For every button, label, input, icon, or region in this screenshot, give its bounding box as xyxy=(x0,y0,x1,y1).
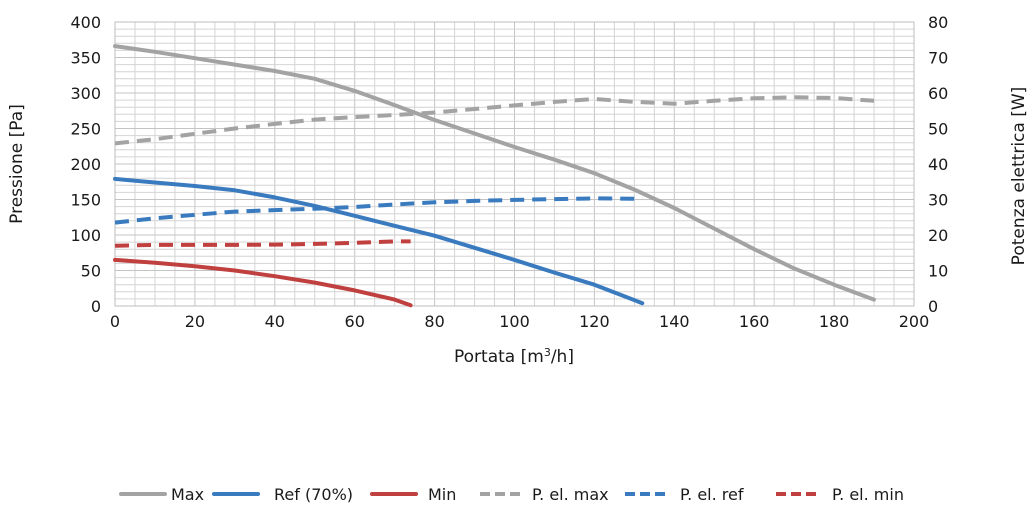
y2-axis-title: Potenza elettrica [W] xyxy=(1009,87,1029,266)
y2-tick-label: 70 xyxy=(928,49,948,68)
y2-axis-ticks: 0 10 20 30 40 50 60 70 80 xyxy=(928,13,948,316)
series-line-max xyxy=(113,44,876,302)
series-line-min xyxy=(113,257,413,308)
y-tick-label: 150 xyxy=(70,191,101,210)
y-tick-label: 50 xyxy=(81,262,101,281)
y-tick-label: 200 xyxy=(70,155,101,174)
y-tick-label: 250 xyxy=(70,120,101,139)
x-tick-label: 100 xyxy=(499,312,530,331)
y2-tick-label: 0 xyxy=(928,297,938,316)
x-tick-label: 120 xyxy=(579,312,610,331)
legend-label: P. el. max xyxy=(532,485,609,504)
x-axis-title: Portata [m3/h] xyxy=(454,346,574,367)
series-line-p-el-min xyxy=(114,239,411,248)
legend-label: P. el. min xyxy=(832,485,904,504)
series-layer xyxy=(113,44,876,308)
x-tick-label: 80 xyxy=(424,312,444,331)
y-axis-title: Pressione [Pa] xyxy=(7,104,27,224)
y-tick-label: 300 xyxy=(70,84,101,103)
legend: Max Ref (70%) Min P. el. max P. el. ref P. el… xyxy=(119,485,904,504)
y2-tick-label: 80 xyxy=(928,13,948,32)
y-tick-label: 350 xyxy=(70,49,101,68)
y2-tick-label: 40 xyxy=(928,155,948,174)
legend-label: P. el. ref xyxy=(680,485,744,504)
y2-tick-label: 50 xyxy=(928,120,948,139)
y2-tick-label: 20 xyxy=(928,226,948,245)
legend-label: Max xyxy=(171,485,204,504)
grid xyxy=(114,21,915,307)
y2-tick-label: 10 xyxy=(928,262,948,281)
x-tick-label: 60 xyxy=(345,312,365,331)
x-tick-label: 20 xyxy=(185,312,205,331)
x-axis-ticks: 0 20 40 60 80 100 120 140 160 180 200 xyxy=(110,312,929,331)
y-tick-label: 400 xyxy=(70,13,101,32)
legend-label: Min xyxy=(428,485,456,504)
legend-label: Ref (70%) xyxy=(274,485,353,504)
x-tick-label: 40 xyxy=(265,312,285,331)
x-tick-label: 200 xyxy=(899,312,930,331)
x-tick-label: 180 xyxy=(819,312,850,331)
plot-frame xyxy=(114,21,915,307)
y2-tick-label: 60 xyxy=(928,84,948,103)
series-line-p-el-ref xyxy=(114,196,643,225)
x-tick-label: 160 xyxy=(739,312,770,331)
y2-tick-label: 30 xyxy=(928,191,948,210)
x-tick-label: 0 xyxy=(110,312,120,331)
x-tick-label: 140 xyxy=(659,312,690,331)
y-axis-ticks: 0 50 100 150 200 250 300 350 400 xyxy=(70,13,101,316)
y-tick-label: 100 xyxy=(70,226,101,245)
y-tick-label: 0 xyxy=(91,297,101,316)
series-line-p-el-max xyxy=(114,95,875,146)
series-line-ref-70 xyxy=(113,176,645,306)
